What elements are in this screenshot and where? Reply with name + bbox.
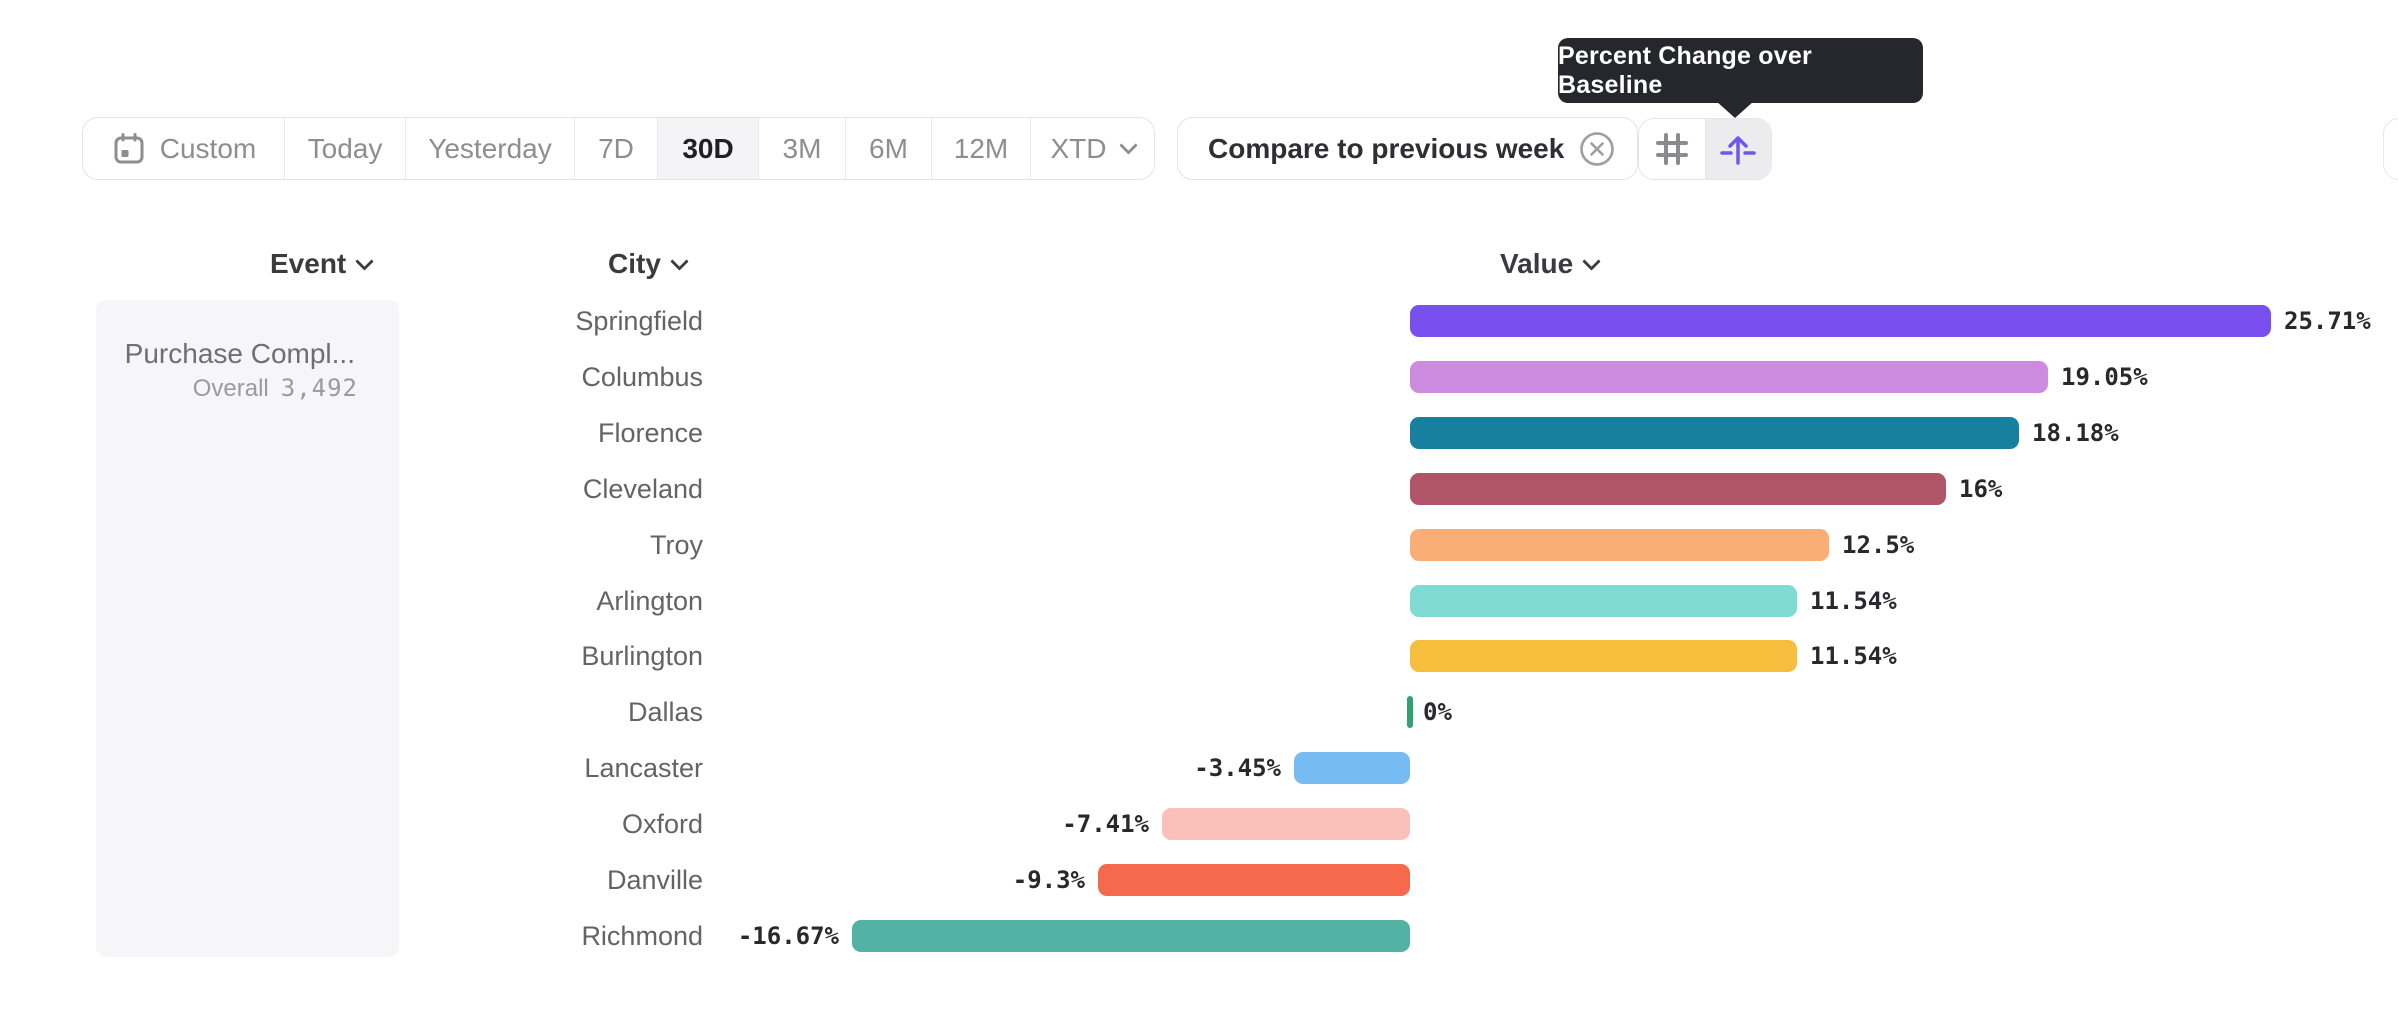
value-label: 16% — [1959, 475, 2003, 503]
close-circle-icon[interactable] — [1579, 131, 1615, 167]
bar-springfield[interactable] — [1410, 305, 2271, 337]
tooltip: Percent Change over Baseline — [1558, 38, 1923, 103]
column-header-value-label: Value — [1500, 248, 1574, 279]
date-range-custom[interactable]: Custom — [83, 118, 285, 179]
bar-dallas[interactable] — [1407, 696, 1413, 728]
date-range-30d[interactable]: 30D — [658, 118, 759, 179]
chart-row-dallas: Dallas 0% — [0, 684, 2398, 740]
tooltip-caret-icon — [1716, 101, 1754, 118]
bar-columbus[interactable] — [1410, 361, 2048, 393]
bar-lancaster[interactable] — [1294, 752, 1410, 784]
city-label: Troy — [650, 530, 703, 560]
date-range-xtd[interactable]: XTD — [1031, 118, 1154, 179]
value-label: 25.71% — [2284, 307, 2371, 335]
date-range-label: Today — [307, 132, 383, 164]
overall-label: Overall — [192, 375, 269, 402]
chart-row-burlington: Burlington 11.54% — [0, 628, 2398, 684]
percent-change-button[interactable] — [1704, 119, 1771, 179]
bar-cleveland[interactable] — [1410, 473, 1946, 505]
value-label: -3.45% — [1194, 754, 1281, 782]
value-label: 12.5% — [1842, 531, 1915, 559]
city-label: Arlington — [596, 586, 703, 616]
date-range-label: Yesterday — [428, 132, 552, 164]
date-range-6m[interactable]: 6M — [846, 118, 932, 179]
chart-row-richmond: Richmond -16.67% — [0, 908, 2398, 964]
value-label: -16.67% — [737, 922, 839, 950]
bar-troy[interactable] — [1410, 529, 1829, 561]
value-label: 0% — [1423, 698, 1452, 726]
tooltip-text: Percent Change over Baseline — [1558, 41, 1812, 99]
city-label: Burlington — [581, 641, 703, 671]
event-title: Purchase Compl... — [124, 338, 355, 369]
value-display-toggle — [1638, 118, 1772, 180]
chart-row-columbus: Columbus 19.05% — [0, 349, 2398, 405]
chart-row-springfield: Springfield 25.71% — [0, 293, 2398, 349]
event-overall: Overall 3,492 — [193, 374, 358, 403]
percent-change-icon — [1718, 129, 1758, 169]
value-label: 11.54% — [1810, 587, 1897, 615]
value-label: -9.3% — [1012, 866, 1085, 894]
city-label: Oxford — [621, 809, 703, 839]
city-label: Danville — [606, 865, 703, 895]
city-label: Springfield — [575, 306, 703, 336]
date-range-label: 3M — [782, 132, 822, 164]
date-range-yesterday[interactable]: Yesterday — [406, 118, 575, 179]
date-range-today[interactable]: Today — [285, 118, 406, 179]
date-range-label: 30D — [682, 132, 734, 164]
chart-row-arlington: Arlington 11.54% — [0, 573, 2398, 629]
date-range-12m[interactable]: 12M — [932, 118, 1031, 179]
chart-row-troy: Troy 12.5% — [0, 517, 2398, 573]
date-range-label: XTD — [1050, 132, 1107, 164]
bar-richmond[interactable] — [852, 920, 1410, 952]
column-header-value[interactable]: Value — [1500, 247, 1601, 281]
value-label: -7.41% — [1062, 810, 1149, 838]
bar-arlington[interactable] — [1410, 585, 1797, 617]
date-range-label: 6M — [869, 132, 908, 164]
city-label: Lancaster — [584, 753, 703, 783]
value-label: 11.54% — [1810, 642, 1897, 670]
compare-filter-label: Compare to previous week — [1208, 132, 1565, 164]
date-range-label: 12M — [953, 132, 1009, 164]
value-label: 18.18% — [2032, 419, 2119, 447]
bar-danville[interactable] — [1098, 864, 1410, 896]
column-header-city-label: City — [608, 248, 661, 279]
chart-row-florence: Florence 18.18% — [0, 405, 2398, 461]
compare-filter-pill[interactable]: Compare to previous week — [1177, 117, 1639, 180]
value-label: 19.05% — [2061, 363, 2148, 391]
bar-oxford[interactable] — [1162, 808, 1410, 840]
column-header-event-label: Event — [270, 248, 347, 279]
bar-florence[interactable] — [1410, 417, 2019, 449]
date-range-7d[interactable]: 7D — [575, 118, 658, 179]
date-range-label: Custom — [159, 132, 257, 164]
city-label: Dallas — [627, 697, 703, 727]
chart-row-lancaster: Lancaster -3.45% — [0, 740, 2398, 796]
column-header-event[interactable]: Event — [270, 247, 374, 281]
date-range-3m[interactable]: 3M — [759, 118, 846, 179]
bar-burlington[interactable] — [1410, 640, 1797, 672]
chart-row-oxford: Oxford -7.41% — [0, 796, 2398, 852]
calendar-icon — [111, 131, 147, 167]
city-label: Richmond — [581, 921, 703, 951]
hash-icon — [1652, 129, 1692, 169]
date-range-label: 7D — [598, 132, 634, 164]
date-range-toolbar: Custom Today Yesterday 7D 30D 3M 6M 12M XTD — [82, 117, 1155, 180]
column-header-city[interactable]: City — [608, 247, 689, 281]
event-card: Purchase Compl... Overall 3,492 — [96, 300, 399, 957]
absolute-numbers-button[interactable] — [1639, 119, 1705, 179]
overall-value: 3,492 — [280, 374, 358, 402]
city-label: Florence — [597, 418, 703, 448]
chart-row-cleveland: Cleveland 16% — [0, 461, 2398, 517]
city-label: Cleveland — [582, 474, 703, 504]
chart-row-danville: Danville -9.3% — [0, 852, 2398, 908]
city-label: Columbus — [581, 362, 703, 392]
